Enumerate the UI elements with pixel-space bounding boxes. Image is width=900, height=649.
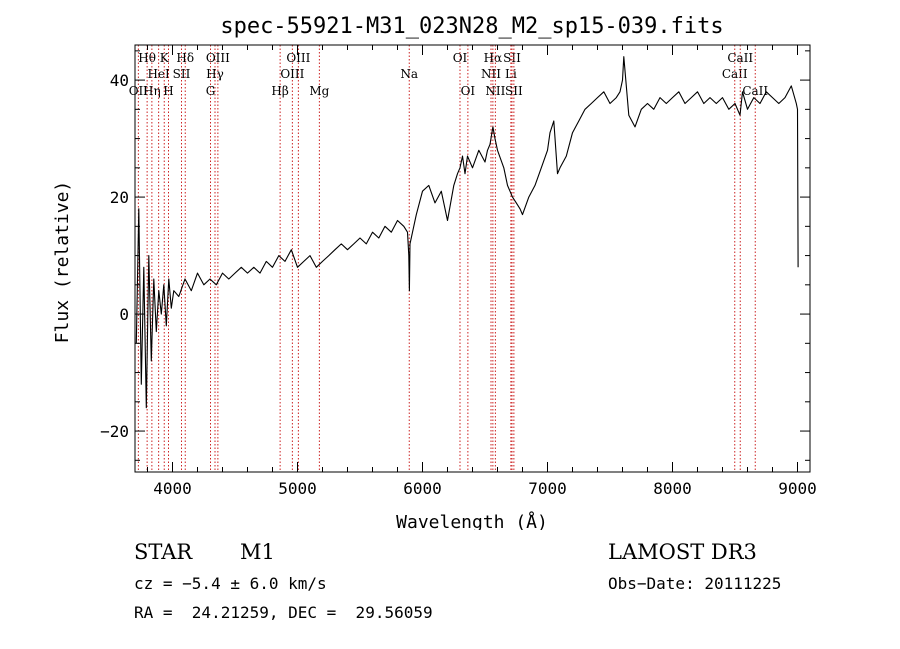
emission-line-label-4: K bbox=[160, 51, 170, 65]
y-tick-label--20: −20 bbox=[100, 422, 129, 441]
emission-line-label-9: Hγ bbox=[206, 67, 224, 81]
emission-line-label-1: Hθ bbox=[138, 51, 156, 65]
emission-line-label-25: CaII bbox=[727, 51, 753, 65]
x-tick-label-9000: 9000 bbox=[778, 479, 817, 498]
x-tick-label-4000: 4000 bbox=[153, 479, 192, 498]
emission-line-label-5: H bbox=[163, 84, 173, 98]
emission-line-label-22: SII bbox=[503, 51, 521, 65]
emission-line-label-0: OII bbox=[129, 84, 149, 98]
emission-line-label-7: Hδ bbox=[176, 51, 194, 65]
emission-line-label-10: OIII bbox=[206, 51, 230, 65]
redshift-text: cz = −5.4 ± 6.0 km/s bbox=[134, 574, 327, 593]
emission-line-label-21: Li bbox=[505, 67, 517, 81]
chart-title: spec-55921-M31_023N28_M2_sp15-039.fits bbox=[220, 14, 723, 39]
x-tick-label-8000: 8000 bbox=[653, 479, 692, 498]
y-tick-label-20: 20 bbox=[110, 188, 129, 207]
series-line-spectrum bbox=[135, 56, 799, 409]
axes: 4000 5000 6000 7000 8000 9000 −20 0 20 40 bbox=[100, 44, 817, 498]
object-class: STAR bbox=[134, 540, 193, 564]
emission-line-label-13: OIII bbox=[286, 51, 310, 65]
x-axis-label: Wavelength (Å) bbox=[396, 511, 548, 530]
emission-line-label-24: CaII bbox=[722, 67, 748, 81]
emission-line-label-8: G bbox=[206, 84, 216, 98]
emission-line-label-11: Hβ bbox=[271, 84, 288, 98]
emission-line-label-12: OIII bbox=[280, 67, 304, 81]
emission-line-label-20: NII bbox=[485, 84, 505, 98]
y-tick-label-40: 40 bbox=[110, 71, 129, 90]
coordinates-text: RA = 24.21259, DEC = 29.56059 bbox=[134, 603, 433, 622]
emission-line-label-26: CaII bbox=[742, 84, 768, 98]
plot-frame bbox=[134, 44, 811, 473]
spectrum-chart: spec-55921-M31_023N28_M2_sp15-039.fits O… bbox=[52, 14, 817, 530]
x-tick-label-5000: 5000 bbox=[278, 479, 317, 498]
emission-line-label-19: Hα bbox=[484, 51, 503, 65]
survey-name: LAMOST DR3 bbox=[608, 540, 757, 564]
emission-line-label-18: NII bbox=[481, 67, 501, 81]
emission-line-label-16: OI bbox=[453, 51, 468, 65]
emission-line-label-3: HeI bbox=[147, 67, 170, 81]
object-subclass: M1 bbox=[240, 540, 275, 564]
x-tick-label-7000: 7000 bbox=[528, 479, 567, 498]
emission-line-label-2: Hη bbox=[143, 84, 161, 98]
emission-line-label-6: SII bbox=[173, 67, 191, 81]
y-axis-label: Flux (relative) bbox=[52, 181, 73, 344]
y-tick-label-0: 0 bbox=[119, 305, 129, 324]
spectrum-series bbox=[135, 56, 799, 409]
obs-date-text: Obs−Date: 20111225 bbox=[608, 574, 782, 593]
emission-line-label-15: Na bbox=[400, 67, 418, 81]
emission-line-label-14: Mg bbox=[309, 84, 329, 98]
emission-line-label-17: OI bbox=[461, 84, 476, 98]
emission-line-label-23: SII bbox=[505, 84, 523, 98]
x-tick-label-6000: 6000 bbox=[403, 479, 442, 498]
emission-line-markers: OIIHθHηHeIKHSIIHδGHγOIIIHβOIIIOIIIMgNaOI… bbox=[129, 45, 768, 472]
